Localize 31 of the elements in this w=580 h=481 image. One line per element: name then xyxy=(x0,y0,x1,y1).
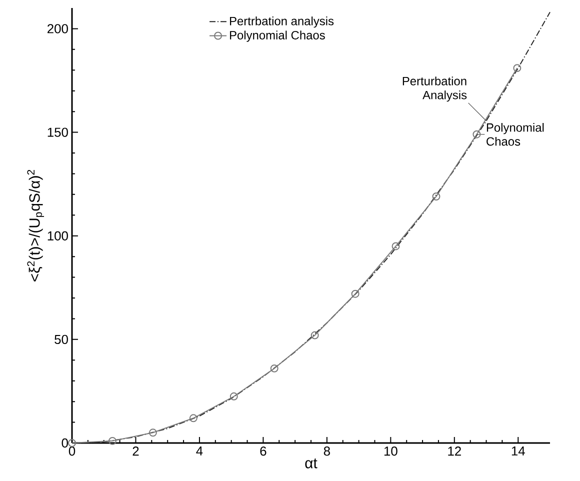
annotation: Perturbation Analysis xyxy=(402,76,467,102)
x-axis-title: αt xyxy=(305,458,318,468)
y-tick-label: 100 xyxy=(48,231,68,240)
x-tick-label: 12 xyxy=(448,446,461,456)
point xyxy=(351,290,360,298)
point xyxy=(270,364,278,372)
x-tick-label: 6 xyxy=(260,446,266,456)
x-tick-label: 4 xyxy=(196,446,203,456)
point xyxy=(189,414,198,422)
x-tick-label: 8 xyxy=(324,446,330,456)
legend-label: Pertrbation analysis xyxy=(230,16,334,28)
point xyxy=(230,392,238,400)
y-tick-label: 0 xyxy=(62,438,68,448)
point xyxy=(68,439,76,447)
point xyxy=(432,192,440,200)
point xyxy=(108,436,116,445)
y-tick-label: 150 xyxy=(48,128,68,137)
x-tick-label: 2 xyxy=(132,446,139,456)
point xyxy=(392,242,400,250)
legend-label: Polynomial Chaos xyxy=(230,30,325,42)
y-axis-title: <ξ$^{2}$(t)>/(U$_{p}$qS/α)$^{2}$ xyxy=(27,170,44,282)
x-tick-label: 10 xyxy=(384,446,398,456)
x-tick-label: 0 xyxy=(68,446,76,456)
point xyxy=(148,428,157,437)
point xyxy=(310,331,319,340)
annotation: Polynomial Chaos xyxy=(486,122,544,146)
y-tick-label: 200 xyxy=(48,24,68,34)
point xyxy=(513,64,522,72)
point xyxy=(472,130,481,138)
x-tick-label: 14 xyxy=(512,446,525,456)
y-tick-label: 50 xyxy=(54,334,68,344)
